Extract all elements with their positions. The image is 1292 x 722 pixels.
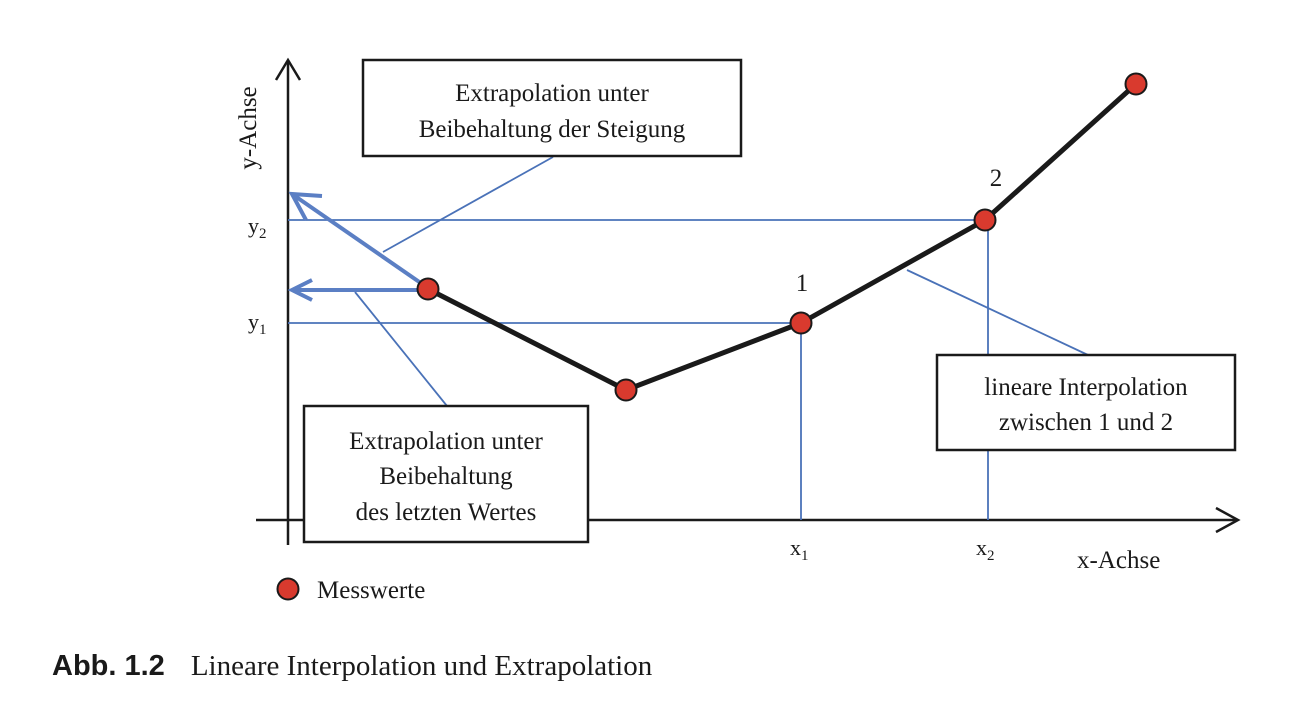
last-value-arrowhead: [287, 278, 313, 302]
interpolation-box: lineare Interpolation zwischen 1 und 2: [935, 353, 1237, 452]
last-value-box-line-2: Beibehaltung: [379, 463, 513, 490]
y-axis-arrowhead: [274, 57, 302, 81]
measured-point: [416, 277, 440, 301]
slope-arrowhead: [288, 191, 323, 221]
y2-tick-base: y: [248, 213, 259, 238]
y2-tick-sub: 2: [259, 226, 267, 242]
caption-text: Lineare Interpolation und Extrapolation: [190, 650, 653, 682]
measured-point: [1124, 72, 1148, 96]
slope-box-line-1: Extrapolation unter: [455, 80, 649, 107]
y-axis-label: y-Achse: [235, 86, 262, 169]
x1-tick-base: x: [790, 535, 801, 560]
legend: Messwerte: [276, 577, 425, 604]
figure-caption: Abb. 1.2 Lineare Interpolation und Extrap…: [52, 650, 652, 683]
x2-tick-sub: 2: [987, 548, 995, 564]
last-value-box-line-3: des letzten Wertes: [356, 499, 537, 526]
x-axis-label: x-Achse: [1077, 547, 1160, 574]
measured-point: [614, 378, 638, 402]
last-value-extrapolation-box: Extrapolation unter Beibehaltung des let…: [302, 404, 590, 544]
extrapolation-arrows: [287, 191, 430, 302]
last-value-box-frame: [302, 404, 590, 544]
point-label-2: 2: [990, 165, 1003, 192]
pointer-last-value-box: [354, 291, 448, 407]
last-value-box-line-1: Extrapolation unter: [349, 428, 543, 455]
measured-point-2: [973, 208, 997, 232]
x-axis-arrowhead: [1215, 506, 1241, 534]
slope-extrapolation-box: Extrapolation unter Beibehaltung der Ste…: [361, 58, 743, 158]
y2-tick-label: y2: [248, 213, 267, 242]
x2-tick-base: x: [976, 535, 987, 560]
measured-points: [416, 72, 1148, 402]
x1-tick-sub: 1: [801, 548, 809, 564]
y1-tick-label: y1: [248, 309, 267, 338]
x2-tick-label: x2: [976, 535, 995, 564]
pointer-interpolation-box: [906, 269, 1089, 356]
slope-extrapolation-arrow: [290, 192, 430, 290]
legend-measured-label: Messwerte: [317, 577, 425, 604]
pointer-slope-box: [382, 156, 554, 253]
guide-lines: [288, 156, 1089, 520]
slope-box-frame: [361, 58, 743, 158]
measured-point-1: [789, 311, 813, 335]
interpolation-box-line-2: zwischen 1 und 2: [999, 409, 1173, 436]
interpolation-box-line-1: lineare Interpolation: [984, 374, 1188, 401]
legend-point-marker: [276, 577, 300, 601]
y1-tick-sub: 1: [259, 322, 267, 338]
interpolation-box-frame: [935, 353, 1237, 452]
y1-tick-base: y: [248, 309, 259, 334]
point-label-1: 1: [796, 270, 809, 297]
caption-number: Abb. 1.2: [52, 650, 165, 682]
slope-box-line-2: Beibehaltung der Steigung: [419, 116, 686, 143]
x1-tick-label: x1: [790, 535, 809, 564]
